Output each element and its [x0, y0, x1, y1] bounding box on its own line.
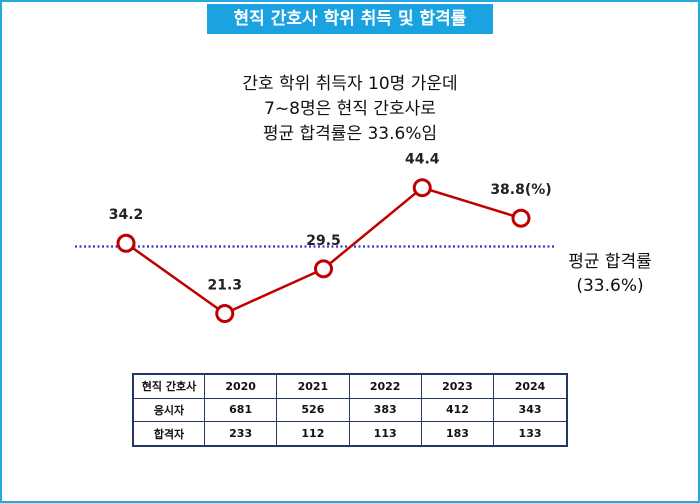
table-cell: 526 [276, 397, 350, 423]
table-cell: 133 [493, 421, 568, 447]
subtitle-line-2: 7~8명은 현직 간호사로 [264, 99, 436, 119]
subtitle: 간호 학위 취득자 10명 가운데 7~8명은 현직 간호사로 평균 합격률은 … [150, 72, 550, 147]
table-cell: 412 [420, 397, 495, 423]
table-year: 2021 [276, 373, 350, 399]
table-cell: 233 [203, 421, 278, 447]
subtitle-line-1: 간호 학위 취득자 10명 가운데 [242, 74, 458, 94]
table-row: 합격자 233 112 113 183 133 [132, 421, 568, 447]
data-label: 34.2 [109, 207, 144, 223]
title-banner: 현직 간호사 학위 취득 및 합격률 [207, 4, 493, 34]
data-point [314, 259, 333, 279]
table-year: 2020 [203, 373, 278, 399]
data-point [215, 303, 235, 323]
table-row: 응시자 681 526 383 412 343 [132, 397, 568, 423]
data-label: 38.8(%) [490, 182, 551, 198]
table-year: 2022 [348, 373, 422, 399]
table-cell: 383 [348, 397, 422, 423]
average-label: 평균 합격률 (33.6%) [560, 250, 660, 298]
applicants-table: 현직 간호사 2020 2021 2022 2023 2024 응시자 681 … [132, 373, 568, 447]
data-label: 21.3 [207, 277, 242, 293]
row-label-passers: 합격자 [132, 421, 205, 447]
data-point [511, 208, 531, 228]
data-point [412, 178, 432, 198]
subtitle-line-3: 평균 합격률은 33.6%임 [262, 124, 438, 144]
average-label-title: 평균 합격률 [568, 252, 652, 272]
table-cell: 343 [493, 397, 568, 423]
series-line [125, 186, 522, 315]
table-year: 2023 [420, 373, 495, 399]
table-cell: 681 [203, 397, 278, 423]
table-cell: 183 [420, 421, 495, 447]
data-point [116, 233, 136, 253]
table-header-row: 현직 간호사 2020 2021 2022 2023 2024 [132, 373, 568, 399]
data-label: 29.5 [306, 233, 341, 249]
data-label: 44.4 [405, 152, 440, 168]
average-label-value: (33.6%) [576, 276, 644, 296]
table-corner: 현직 간호사 [132, 373, 205, 399]
table-year: 2024 [493, 373, 568, 399]
table-cell: 112 [276, 421, 350, 447]
table-cell: 113 [348, 421, 422, 447]
row-label-applicants: 응시자 [132, 397, 205, 423]
